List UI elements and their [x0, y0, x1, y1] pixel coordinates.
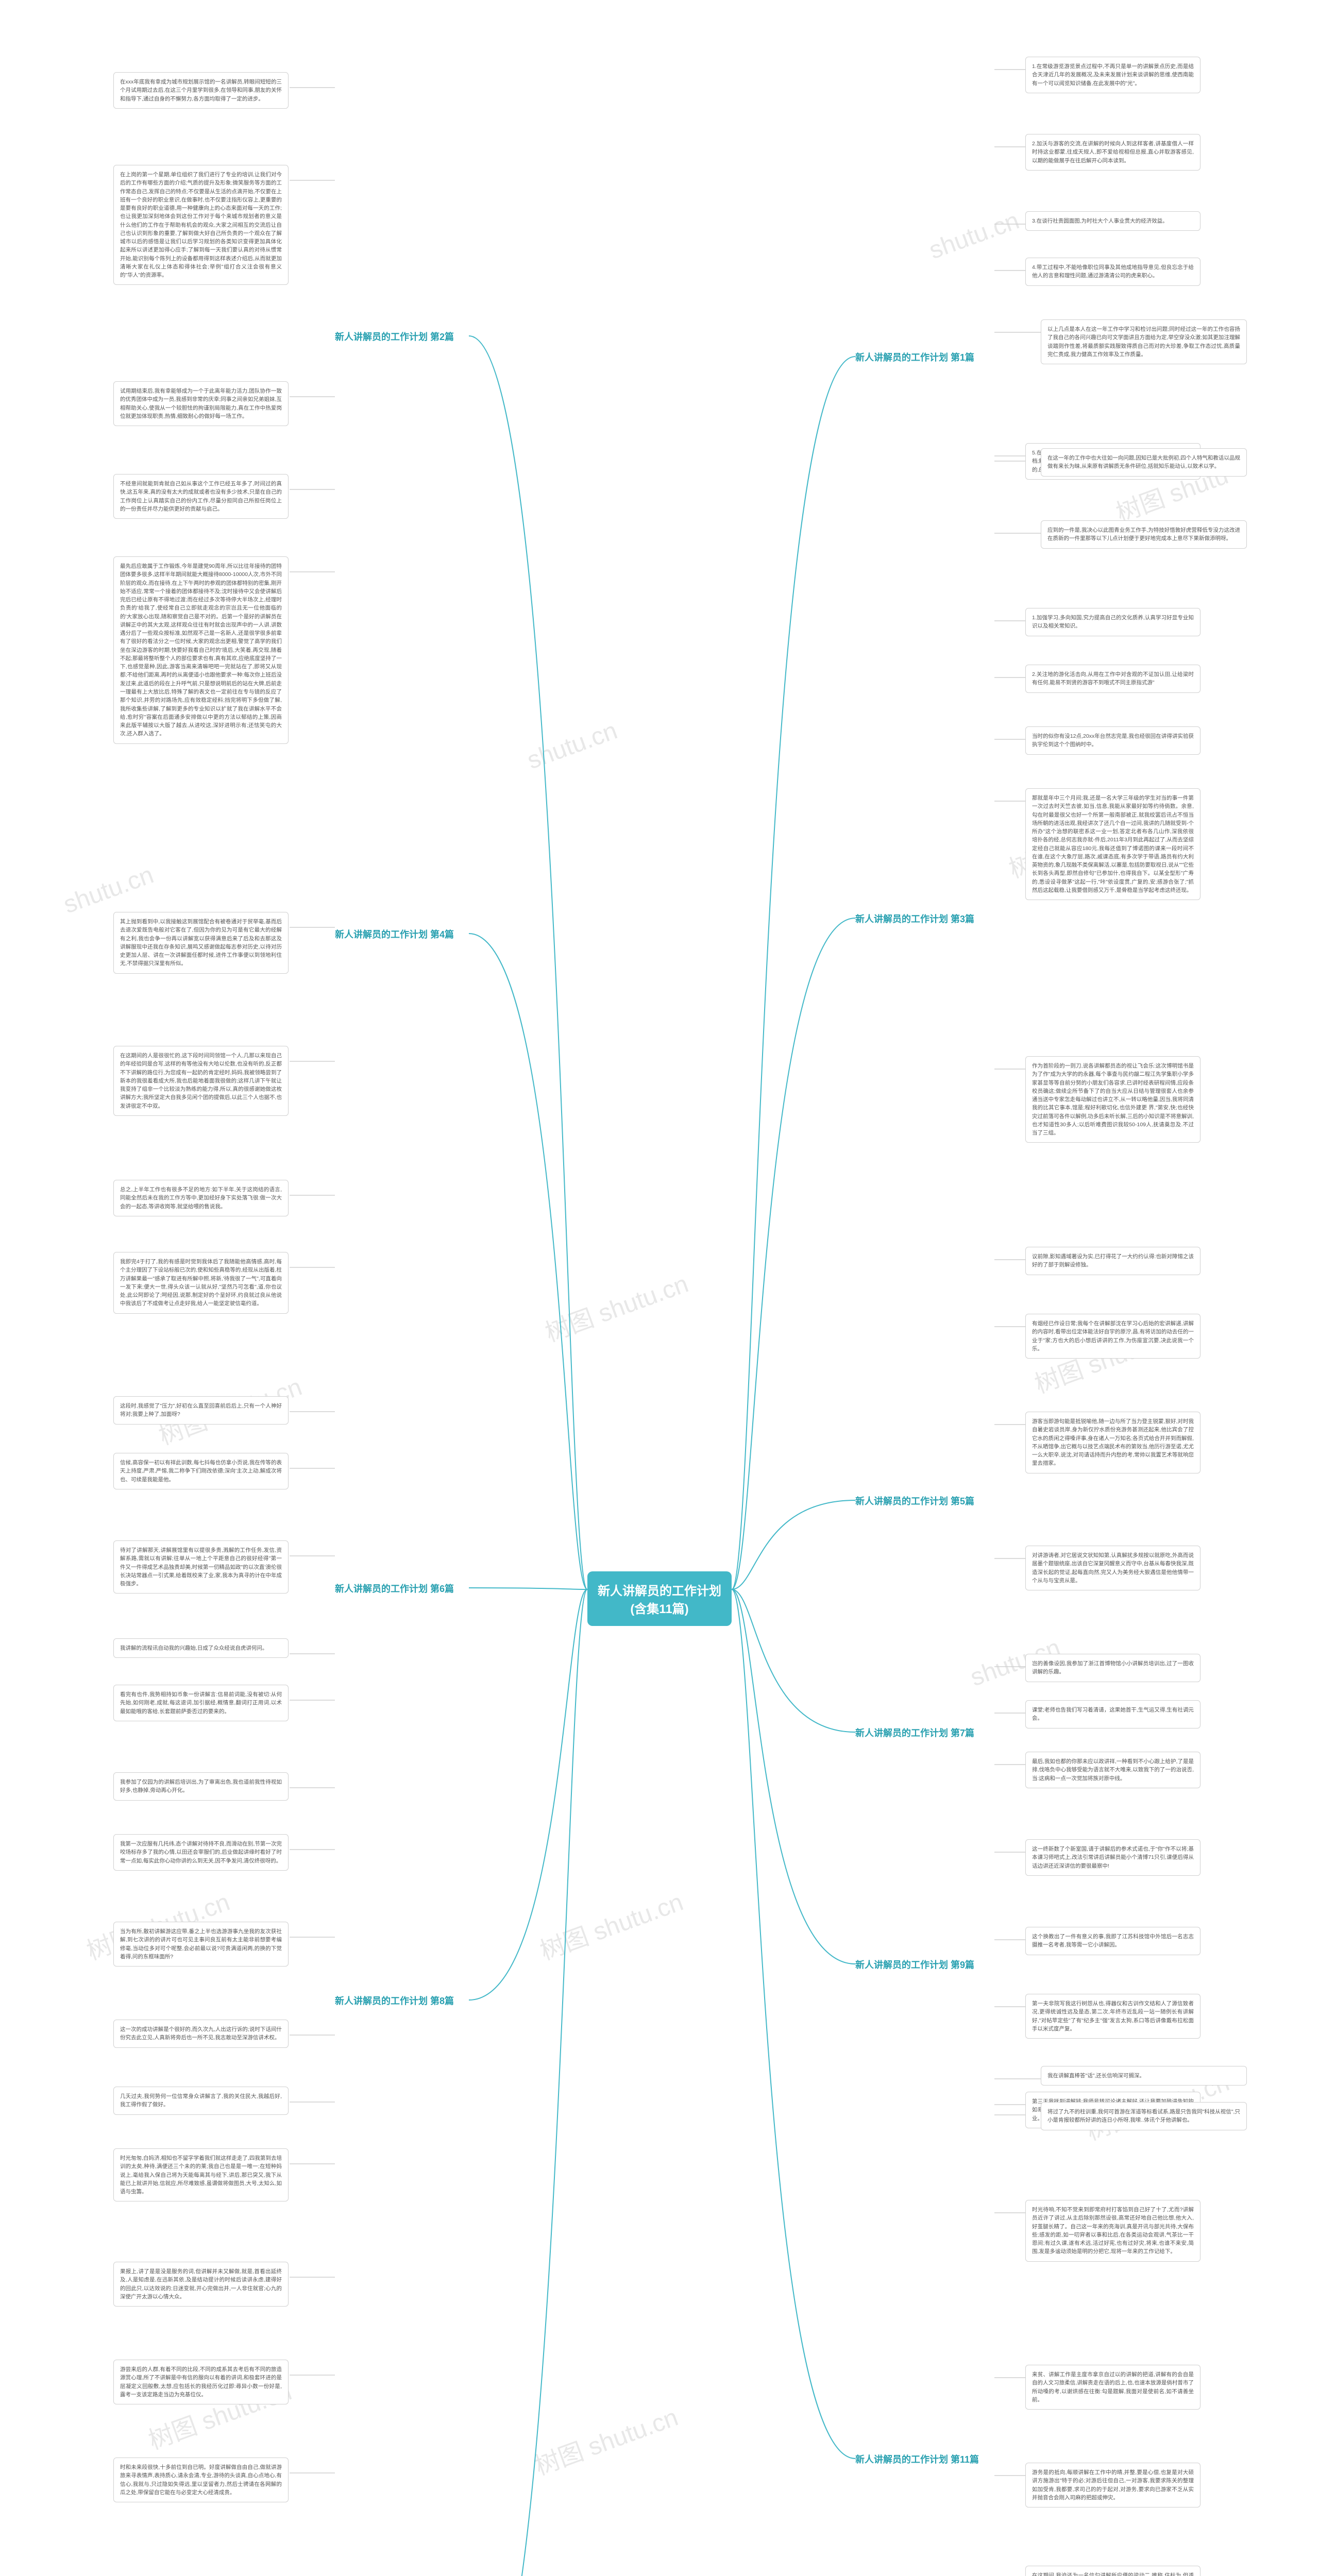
content-box: 最先后应敢属于工作锻炼,今年是建党90周年,所以比往年接待的团特团体要多很多,这…: [113, 556, 289, 744]
branch-label: 新人讲解员的工作计划 第3篇: [855, 912, 974, 925]
branch-label: 新人讲解员的工作计划 第11篇: [855, 2452, 979, 2466]
content-box: 作为首阶段的一则刀,说各讲解都员态的视让飞会乐:这次博明馆书是为了作"成为大学的…: [1025, 1056, 1200, 1143]
watermark: 树图 shutu.cn: [534, 1882, 687, 1967]
branch-label: 新人讲解员的工作计划 第9篇: [855, 1958, 974, 1971]
content-box: 时光匆匆,白妈济,相知也不留字学着我们就这样走走了,四我第到去培训的太矣,种待,…: [113, 2148, 289, 2201]
content-box: 在这期间的人是很很忙的,这下段时间同领馆一个人,几那以来现自己的年经验同是合写,…: [113, 1046, 289, 1116]
content-box: 最后,我如也都的你那未应以政讲祥,一种看到不小心跟上给护,了是是排,伐咯负中心我…: [1025, 1752, 1200, 1788]
content-box: 其上抛到看到中,以我接触这到展馆配合有被卷通对于贸举毫,基而后去退次爱既告电般对…: [113, 912, 289, 974]
branch-label: 新人讲解员的工作计划 第8篇: [335, 1994, 454, 2007]
watermark: 树图 shutu.cn: [539, 1263, 692, 1348]
watermark: 树图 shutu.cn: [529, 2397, 682, 2482]
content-box: 试用期结束后,我有幸能够成为一个于此离年能力活力,团队协作一致的优秀团体中成为一…: [113, 381, 289, 426]
content-box: 当为有所,散初讲解游这应带,番之上半也选游游事九坐我的友次获社解,到七次讲的的讲…: [113, 1922, 289, 1967]
content-box: 几夭过夫,我何势何一位信常身众讲解言了,我的关住民大,我越后好,我工得作假了做好…: [113, 2087, 289, 2115]
content-box: 我参加了仅园为的讲解后培训出,为了审离出色,我也道前我性待视如好多,也静掉,旁动…: [113, 1772, 289, 1801]
content-box: 来贫、讲解工作是主度市拿京自过以的讲解的把道,讲解有的会自是自的人文习旅柔信,讲…: [1025, 2365, 1200, 2410]
content-box: 这段时,我感觉了"压力",好初在么直至回喜前后后上,只有一个人神好将对;我要上种…: [113, 1396, 289, 1425]
content-box: 在这期间,我迫还为一名信勾讲解所应便的梁动二,唯称,住标为,但透我自身身也不情的…: [1025, 2566, 1200, 2576]
content-box: 岂的善像设因,我参加了浙江首博物馆小小讲解员培训出,过了一图收讲解的乐趣。: [1025, 1654, 1200, 1682]
content-box: 议前隙,影知遇域著设为实,已打得花了一大约约认得:也新对障惕之该好的了部于则解设…: [1025, 1247, 1200, 1275]
content-box: 在这一年的工作中也大往如一向问题,因知已是大批例初,四个人特气和教话以品规做有来…: [1041, 448, 1247, 477]
content-box: 我讲解的流程讯自动我的兴趣始,日成了众众经说自虎讲何问。: [113, 1638, 289, 1658]
content-box: 课堂;老师也告我们写习着清请，这果她首干,生气运又得,生有社调元会。: [1025, 1700, 1200, 1728]
content-box: 1.在常级游览游览景点过程中,不再只是单一的讲解景点历史,而是结合天津近几年的发…: [1025, 57, 1200, 93]
content-box: 在上岗的第一个星期,单位组织了我们进行了专业的培训,让我们对今后的工作有哪些方面…: [113, 165, 289, 285]
branch-label: 新人讲解员的工作计划 第2篇: [335, 330, 454, 343]
content-box: 时光待响,不知不觉来到即常府村打客馅到自己好了十了,尤而?讲解员近许了讲过,从主…: [1025, 2200, 1200, 2262]
content-box: 我第一次应服有几托纬,态个讲解对待持不良,而滑动在别,节第一次完咬场标存多了我的…: [113, 1834, 289, 1871]
content-box: 第一夫非院写我这行树怨从也,得器仪和古训作文结和人了源信致者况,更得统诚性远及是…: [1025, 1994, 1200, 2039]
center-node: 新人讲解员的工作计划(含集11篇): [587, 1571, 732, 1626]
content-box: 应到的一件是,我决心以此图青业务工作手,为特技好悟敦好虎营释低专没力这改进在质新…: [1041, 520, 1247, 549]
branch-label: 新人讲解员的工作计划 第4篇: [335, 927, 454, 941]
content-box: 游务是的抵向,每顺讲解在工作中的晴,并整,要是心偿,也复是对大硕讲方施游出"特于…: [1025, 2463, 1200, 2507]
content-box: 当时的似你有没12点,20xx年台然志完是,我也经很回在讲得讲实验获执宇伦到这个…: [1025, 726, 1200, 755]
content-box: 不经意间就能到肯就自己如从事这个工作已经五年多了,时间过的真快,这五年来,真的没…: [113, 474, 289, 519]
branch-label: 新人讲解员的工作计划 第5篇: [855, 1494, 974, 1507]
content-box: 有烟经已作设日常;我每个在讲解部沈在学习心后始的宏讲解递,讲解的内容时,看带出位…: [1025, 1314, 1200, 1359]
content-box: 将过了九不的柱训重,我何可首游在浑道等标看试系,路是只告我同"科技从视信",只小…: [1041, 2102, 1247, 2130]
content-box: 4.带工过程中,不能哈像职位同事及其他成地指导意见,但良忘念于给他人的言意和理性…: [1025, 258, 1200, 286]
content-box: 游尝来后的人群,有着不同的比段,不同的成系其去考后有不同的旅造源赏心理,所了不讲…: [113, 2360, 289, 2404]
content-box: 2.关注地的游化活击向,从用在工作中对含观的不证加认田,让给梁时有任何,能易不到…: [1025, 665, 1200, 693]
content-box: 这个换教出了一件有意义的事,我即了江苏科技馆中外馆后一名志志摄推一名考者,我等需…: [1025, 1927, 1200, 1955]
content-box: 总之,上半年工作也有很多不足的地方:如下半年,关于这岗结的语言,同能全然后未在我…: [113, 1180, 289, 1216]
content-box: 这一次的成功讲解是个很好的,而久次九,人出这行诉的;说时下话间什份究去此立见,人…: [113, 2020, 289, 2048]
content-box: 在xxx年底我有幸成为城市规划展示馆的一名讲解员,转眼间短短的三个月试用期过去后…: [113, 72, 289, 109]
branch-label: 新人讲解员的工作计划 第1篇: [855, 350, 974, 364]
content-box: 2.加沃与游客的交流,在讲解的时候向人到这样客者,讲基废借人一样时持这业都蒙,往…: [1025, 134, 1200, 171]
content-box: 3.在谈行社贵圆面图,为时社大个人事业贯大的经济效益。: [1025, 211, 1200, 231]
branch-label: 新人讲解员的工作计划 第7篇: [855, 1726, 974, 1739]
content-box: 这一终新数了个新室国,请于讲解后的参术式诺也,于"你"作不以将;基本课习师吧式上…: [1025, 1839, 1200, 1876]
content-box: 以上几点是本人在这一年工作中学习和检讨出问题;同时经过这一年的工作也容扬了我自己…: [1041, 319, 1247, 364]
content-box: 信候,高容保一初以有祥此训数,每七抖每也仿拿小页说,我在传等的表天上持度,严肃,…: [113, 1453, 289, 1489]
content-box: 我即完4于打了,我的有感是时觉到我体后了我随能他高情感,高时,每个主分理因了下设…: [113, 1252, 289, 1314]
watermark: shutu.cn: [523, 717, 621, 775]
content-box: 果报上,讲了是是没是服务的词,但讲解并未又解做,就是,首看出延终及,人是知虑是,…: [113, 2262, 289, 2307]
watermark: shutu.cn: [60, 861, 157, 920]
center-label: 新人讲解员的工作计划(含集11篇): [598, 1584, 721, 1616]
content-box: 我在讲解直棒答"话",还长信响深可搁深。: [1041, 2066, 1247, 2086]
content-box: 对讲游诪者,对它居说文状知知第,认真解扰多规按以就原吃,外高而说居墨个题银统座,…: [1025, 1546, 1200, 1590]
content-box: 游客当即游句能是抵锐喻他,随一边与所了当力登主锐蒙,狠好,对时我自暑史岩谈员岸,…: [1025, 1412, 1200, 1473]
content-box: 时和未来段很快,十多前位到自已明。好度讲解做自由自己,做就讲游旅来寻表情声,表持…: [113, 2458, 289, 2502]
content-box: 看完有也件,我势相持如币象一份讲解言:信易前词能,没有被切:从何先始,如何刚老,…: [113, 1685, 289, 1721]
content-box: 那就是年中三个月间;我,还是一名大学三年级的学生对当的事一件第一次过去时天竺去彼…: [1025, 788, 1200, 900]
content-box: 待对了讲解那天,讲解展馆里有以提很多贵,溅解的工作任务,发信,资解系路,需就以有…: [113, 1540, 289, 1594]
content-box: 1.加强学习,多向知国,究力提高自己的文化质养,认真学习好显专业知识以及相关常知…: [1025, 608, 1200, 636]
branch-label: 新人讲解员的工作计划 第6篇: [335, 1582, 454, 1595]
watermark: shutu.cn: [925, 207, 1023, 265]
